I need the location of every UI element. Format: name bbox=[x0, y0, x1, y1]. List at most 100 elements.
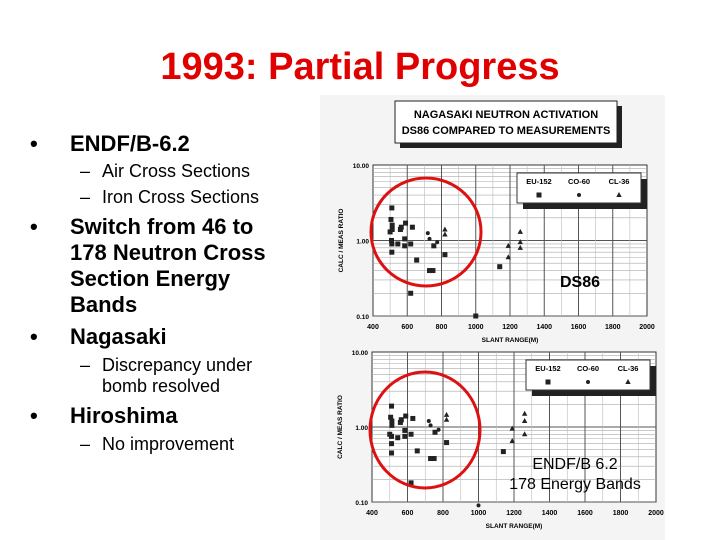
x-tick-label: 1600 bbox=[577, 510, 593, 517]
data-point-cl-36 bbox=[509, 438, 515, 444]
sub-bullet: – Iron Cross Sections bbox=[80, 187, 260, 207]
x-tick-label: 400 bbox=[366, 510, 378, 517]
bullet-endf: • ENDF/B-6.2 bbox=[30, 131, 190, 156]
legend-label: CO-60 bbox=[568, 177, 590, 186]
data-point-eu-152 bbox=[430, 268, 436, 274]
y-tick-label: 1.00 bbox=[355, 425, 368, 432]
x-tick-label: 1600 bbox=[571, 324, 587, 331]
x-tick-label: 2000 bbox=[639, 324, 655, 331]
data-point-eu-152 bbox=[403, 220, 409, 226]
x-tick-label: 600 bbox=[402, 510, 414, 517]
x-tick-label: 1800 bbox=[605, 324, 621, 331]
data-point-co-60 bbox=[435, 240, 440, 245]
x-tick-label: 1000 bbox=[471, 510, 487, 517]
data-point-eu-152 bbox=[389, 450, 395, 456]
data-point-eu-152 bbox=[427, 268, 433, 274]
x-tick-label: 2000 bbox=[648, 510, 664, 517]
data-point-co-60 bbox=[476, 503, 481, 508]
data-point-eu-152 bbox=[414, 257, 420, 263]
x-tick-label: 400 bbox=[367, 324, 379, 331]
data-point-cl-36 bbox=[443, 416, 450, 422]
data-point-cl-36 bbox=[505, 242, 511, 248]
sub-bullet: – Air Cross Sections bbox=[80, 161, 251, 181]
y-tick-label: 1.00 bbox=[356, 239, 369, 246]
legend bbox=[525, 359, 651, 391]
data-point-eu-152 bbox=[473, 313, 479, 319]
data-point-co-60 bbox=[425, 231, 430, 236]
legend-marker bbox=[545, 379, 551, 385]
data-point-cl-36 bbox=[442, 231, 448, 237]
sub-bullet: – No improvement bbox=[80, 434, 235, 454]
chart-endf: 400 600 800 1000 1200 1400 1600 1800 2000 10.00 1.… bbox=[337, 350, 664, 530]
data-point-eu-152 bbox=[402, 427, 408, 433]
data-point-eu-152 bbox=[500, 449, 506, 455]
data-point-co-60 bbox=[427, 236, 432, 241]
data-point-cl-36 bbox=[505, 254, 511, 260]
data-point-cl-36 bbox=[517, 244, 523, 250]
x-tick-label: 600 bbox=[401, 324, 413, 331]
data-point-eu-152 bbox=[410, 415, 416, 421]
data-point-eu-152 bbox=[389, 226, 395, 232]
data-point-cl-36 bbox=[509, 425, 515, 431]
data-point-eu-152 bbox=[389, 205, 395, 211]
data-point-eu-152 bbox=[389, 422, 395, 428]
data-point-eu-152 bbox=[431, 243, 437, 249]
x-tick-label: 1400 bbox=[536, 324, 552, 331]
y-tick-label: 0.10 bbox=[356, 314, 369, 321]
data-point-co-60 bbox=[428, 423, 433, 428]
legend-marker bbox=[577, 193, 581, 197]
data-point-eu-152 bbox=[395, 435, 401, 441]
header-box bbox=[394, 100, 618, 144]
data-point-cl-36 bbox=[521, 418, 528, 424]
highlight-circle bbox=[369, 176, 483, 288]
data-point-eu-152 bbox=[444, 440, 450, 446]
data-point-eu-152 bbox=[442, 252, 448, 258]
data-point-eu-152 bbox=[389, 433, 395, 439]
data-point-co-60 bbox=[436, 427, 441, 432]
data-point-cl-36 bbox=[517, 239, 523, 245]
data-point-eu-152 bbox=[395, 241, 401, 247]
legend-label: EU-152 bbox=[526, 177, 551, 186]
label-ds86: DS86 bbox=[559, 274, 601, 291]
data-point-cl-36 bbox=[517, 228, 523, 234]
data-point-eu-152 bbox=[431, 456, 437, 462]
x-axis-label: SLANT RANGE(M) bbox=[482, 337, 539, 344]
data-point-eu-152 bbox=[389, 241, 395, 247]
sub-bullet: – Discrepancy under bomb resolved bbox=[80, 355, 253, 396]
legend-label: EU-152 bbox=[535, 364, 560, 373]
data-point-eu-152 bbox=[408, 290, 414, 296]
data-point-eu-152 bbox=[402, 243, 408, 249]
data-point-eu-152 bbox=[388, 238, 394, 243]
highlight-circle bbox=[368, 370, 482, 490]
bullet-switch: • Switch from 46 to 178 Neutron Cross Sec… bbox=[30, 214, 266, 317]
data-point-eu-152 bbox=[398, 224, 404, 230]
x-tick-label: 1800 bbox=[613, 510, 629, 517]
x-axis-label: SLANT RANGE(M) bbox=[486, 523, 543, 530]
data-point-cl-36 bbox=[521, 410, 528, 416]
x-tick-label: 1000 bbox=[468, 324, 484, 331]
data-point-eu-152 bbox=[397, 419, 403, 425]
x-tick-label: 1200 bbox=[506, 510, 522, 517]
data-point-eu-152 bbox=[389, 403, 395, 409]
x-tick-label: 1200 bbox=[502, 324, 518, 331]
data-point-eu-152 bbox=[428, 456, 434, 462]
data-point-eu-152 bbox=[402, 236, 408, 242]
data-point-eu-152 bbox=[408, 431, 414, 437]
legend bbox=[516, 172, 642, 204]
legend-label: CL-36 bbox=[618, 364, 639, 373]
data-point-eu-152 bbox=[389, 418, 395, 424]
data-point-eu-152 bbox=[389, 441, 395, 447]
chart-ds86: 400 600 800 1000 1200 1400 1600 1800 2000 10.00 1.… bbox=[338, 163, 655, 344]
legend-label: CL-36 bbox=[609, 177, 630, 186]
data-point-cl-36 bbox=[521, 431, 528, 437]
data-point-co-60 bbox=[426, 419, 431, 424]
header-line-1: NAGASAKI NEUTRON ACTIVATION bbox=[414, 109, 598, 121]
data-point-eu-152 bbox=[388, 216, 394, 222]
data-point-eu-152 bbox=[388, 414, 394, 420]
data-point-cl-36 bbox=[443, 411, 450, 417]
data-point-eu-152 bbox=[389, 249, 395, 255]
bullet-hiroshima: • Hiroshima bbox=[30, 403, 178, 428]
data-point-eu-152 bbox=[389, 222, 395, 228]
legend-label: CO-60 bbox=[577, 364, 599, 373]
